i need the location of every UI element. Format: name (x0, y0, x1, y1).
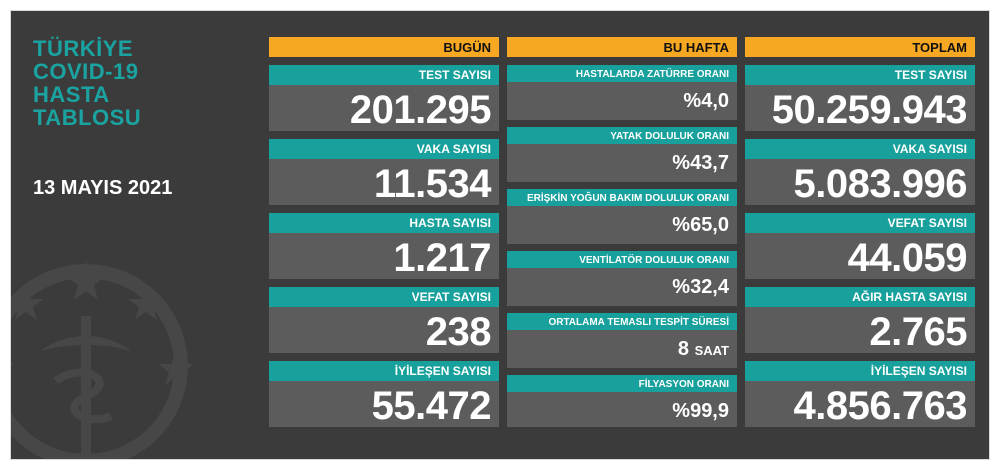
total-column: TOPLAM TEST SAYISI 50.259.943 VAKA SAYIS… (745, 37, 975, 428)
stat-label: VEFAT SAYISI (269, 287, 499, 307)
stat-value: 238 (425, 310, 492, 354)
stat-label: TEST SAYISI (745, 65, 975, 85)
stat-number: 8 (677, 338, 689, 360)
stat-value: 44.059 (847, 236, 968, 280)
week-pneumonia-box: HASTALARDA ZATÜRRE ORANI %4,0 (507, 65, 737, 120)
stat-label: TEST SAYISI (269, 65, 499, 85)
report-date: 13 MAYIS 2021 (33, 177, 173, 199)
total-severe-box: AĞIR HASTA SAYISI 2.765 (745, 287, 975, 354)
today-header: BUGÜN (269, 37, 499, 57)
week-header: BU HAFTA (507, 37, 737, 57)
today-patient-box: HASTA SAYISI 1.217 (269, 213, 499, 280)
title-line: TABLOSU (33, 105, 142, 130)
stat-label: AĞIR HASTA SAYISI (745, 287, 975, 307)
stat-value: %43,7 (672, 152, 729, 174)
total-header: TOPLAM (745, 37, 975, 57)
stat-value: 2.765 (869, 310, 967, 354)
stat-label: HASTALARDA ZATÜRRE ORANI (507, 65, 737, 82)
ministry-emblem-icon (11, 261, 194, 459)
today-test-box: TEST SAYISI 201.295 (269, 65, 499, 132)
title-line: TÜRKİYE (33, 36, 134, 61)
stat-value: %65,0 (672, 214, 729, 236)
stat-value: 4.856.763 (793, 384, 968, 428)
stat-value: %32,4 (672, 276, 729, 298)
stat-label: FİLYASYON ORANI (507, 375, 737, 392)
dashboard-panel: TÜRKİYE COVID-19 HASTA TABLOSU 13 MAYIS … (10, 10, 990, 460)
week-bed-box: YATAK DOLULUK ORANI %43,7 (507, 127, 737, 182)
stat-value: 201.295 (349, 88, 492, 132)
title-line: COVID-19 (33, 59, 139, 84)
stat-label: ORTALAMA TEMASLI TESPİT SÜRESİ (507, 313, 737, 330)
page-title: TÜRKİYE COVID-19 HASTA TABLOSU (33, 37, 233, 129)
stat-unit: SAAT (694, 343, 729, 358)
stat-label: İYİLEŞEN SAYISI (269, 361, 499, 381)
stat-value: 50.259.943 (771, 88, 968, 132)
stat-label: VAKA SAYISI (745, 139, 975, 159)
stat-value: %4,0 (683, 90, 729, 112)
stat-label: ERİŞKİN YOĞUN BAKIM DOLULUK ORANI (507, 189, 737, 206)
today-death-box: VEFAT SAYISI 238 (269, 287, 499, 354)
stat-label: VENTİLATÖR DOLULUK ORANI (507, 251, 737, 268)
week-icu-box: ERİŞKİN YOĞUN BAKIM DOLULUK ORANI %65,0 (507, 189, 737, 244)
stat-label: YATAK DOLULUK ORANI (507, 127, 737, 144)
stat-value: 8 SAAT (507, 330, 737, 370)
week-filiation-box: FİLYASYON ORANI %99,9 (507, 375, 737, 427)
stat-value: 1.217 (393, 236, 491, 280)
total-case-box: VAKA SAYISI 5.083.996 (745, 139, 975, 206)
today-column: BUGÜN TEST SAYISI 201.295 VAKA SAYISI 11… (269, 37, 499, 428)
stat-label: VEFAT SAYISI (745, 213, 975, 233)
stat-value: 55.472 (371, 384, 492, 428)
title-line: HASTA (33, 82, 110, 107)
total-death-box: VEFAT SAYISI 44.059 (745, 213, 975, 280)
stat-label: HASTA SAYISI (269, 213, 499, 233)
total-test-box: TEST SAYISI 50.259.943 (745, 65, 975, 132)
stat-value: 11.534 (373, 162, 492, 206)
total-recovered-box: İYİLEŞEN SAYISI 4.856.763 (745, 361, 975, 428)
week-column: BU HAFTA HASTALARDA ZATÜRRE ORANI %4,0 Y… (507, 37, 737, 427)
stat-label: VAKA SAYISI (269, 139, 499, 159)
stat-label: İYİLEŞEN SAYISI (745, 361, 975, 381)
stat-value: %99,9 (672, 400, 729, 422)
stat-value: 5.083.996 (793, 162, 968, 206)
week-ventilator-box: VENTİLATÖR DOLULUK ORANI %32,4 (507, 251, 737, 306)
week-contact-time-box: ORTALAMA TEMASLI TESPİT SÜRESİ 8 SAAT (507, 313, 737, 368)
today-recovered-box: İYİLEŞEN SAYISI 55.472 (269, 361, 499, 428)
today-case-box: VAKA SAYISI 11.534 (269, 139, 499, 206)
